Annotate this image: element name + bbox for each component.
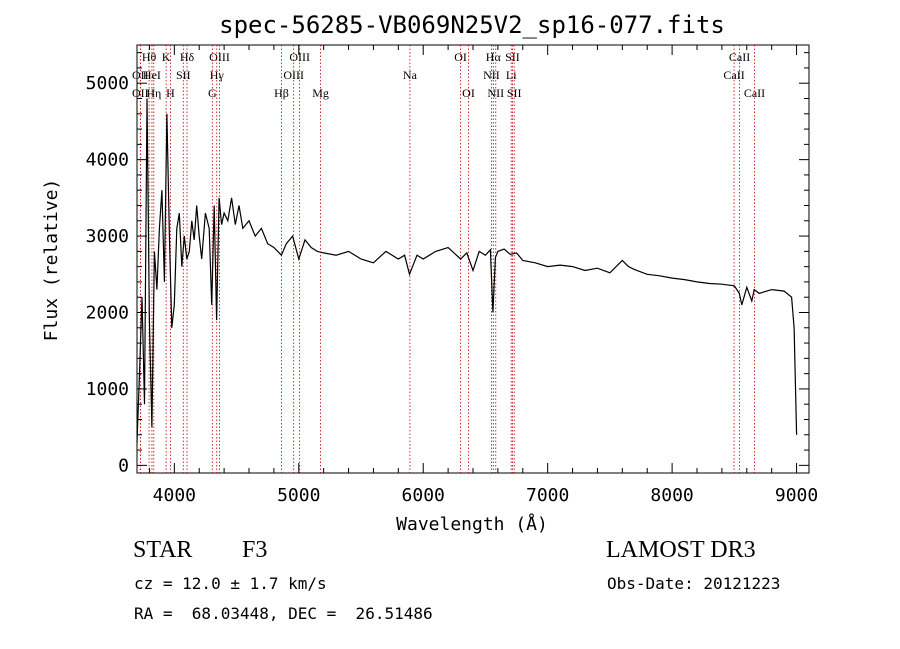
y-tick-label-5: 5000 [86,73,129,94]
y-axis-label: Flux (relative) [41,179,62,342]
line-label-13: OIII [289,50,310,64]
y-tick-label-2: 2000 [86,303,129,324]
line-label-26: CaII [723,68,744,82]
y-tick-label-4: 4000 [86,150,129,171]
y-tick-label-3: 3000 [86,226,129,247]
flux-series-line [136,98,798,443]
object-subclass: F3 [242,537,268,563]
x-tick-label-3: 7000 [526,485,569,506]
line-label-14: OIII [283,68,304,82]
redshift-velocity: cz = 12.0 ± 1.7 km/s [134,574,327,593]
line-label-6: H [166,86,175,100]
line-label-20: NII [483,68,500,82]
x-axis-label: Wavelength (Å) [396,513,548,535]
line-label-9: OIII [209,50,230,64]
x-tick-label-4: 8000 [650,485,693,506]
coordinates: RA = 68.03448, DEC = 26.51486 [134,604,433,623]
line-label-27: CaII [744,86,765,100]
chart-title: spec-56285-VB069N25V2_sp16-077.fits [219,11,725,39]
x-tick-label-1: 5000 [277,485,320,506]
survey-name: LAMOST DR3 [606,537,756,563]
line-label-7: SII [176,68,191,82]
line-label-18: OI [462,86,475,100]
line-label-24: SII [507,86,522,100]
line-label-16: Na [403,68,418,82]
line-label-22: SII [505,50,520,64]
line-label-3: HeI [143,68,161,82]
y-tick-label-1: 1000 [86,379,129,400]
line-label-2: OII [132,68,149,82]
line-label-17: OI [454,50,467,64]
line-label-4: Hη [146,86,161,100]
x-tick-label-0: 4000 [153,485,196,506]
object-class: STAR [133,537,193,563]
line-label-21: NII [487,86,504,100]
line-label-23: Li [506,68,517,82]
line-label-5: K [162,50,171,64]
x-tick-label-5: 9000 [775,485,818,506]
observation-date: Obs-Date: 20121223 [607,574,781,593]
line-label-12: Hβ [274,86,289,100]
line-label-15: Mg [312,86,329,100]
y-tick-label-0: 0 [118,455,129,476]
line-label-1: Hθ [142,50,157,64]
line-label-8: Hδ [180,50,195,64]
x-tick-label-2: 6000 [402,485,445,506]
line-label-25: CaII [729,50,750,64]
line-label-10: Hγ [210,68,225,82]
line-label-0: OII [132,86,149,100]
plot-frame [136,44,810,474]
line-label-11: G [208,86,217,100]
line-label-19: Hα [486,50,502,64]
